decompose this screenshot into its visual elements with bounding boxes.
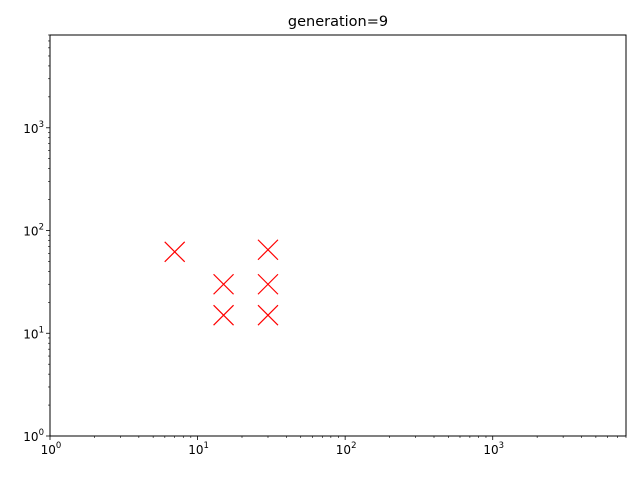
y-tick-label: 100	[23, 428, 44, 444]
x-tick-label: 103	[483, 441, 504, 457]
x-tick-label-exponent: 0	[56, 441, 61, 451]
y-tick-label-exponent: 3	[39, 120, 44, 130]
x-tick-label-exponent: 3	[499, 441, 504, 451]
y-tick-label-exponent: 2	[39, 223, 44, 233]
x-tick-label-base: 10	[41, 443, 56, 457]
data-point	[213, 304, 234, 326]
x-tick-label-exponent: 2	[351, 441, 356, 451]
x-tick-label-base: 10	[188, 443, 203, 457]
y-tick-label-exponent: 0	[39, 428, 44, 438]
data-point	[164, 241, 186, 263]
y-tick-label: 101	[23, 325, 44, 341]
y-tick-label-base: 10	[23, 430, 38, 444]
data-point	[257, 304, 279, 326]
data-point	[257, 273, 279, 295]
y-tick-label: 103	[23, 120, 44, 136]
y-tick-label-base: 10	[23, 122, 38, 136]
data-points	[164, 239, 279, 326]
data-point	[257, 239, 279, 261]
x-tick-label-base: 10	[336, 443, 351, 457]
y-tick-label: 102	[23, 223, 44, 239]
axes-frame	[49, 34, 627, 437]
major-ticks	[46, 127, 494, 440]
x-tick-label-exponent: 1	[204, 441, 209, 451]
data-point	[213, 273, 234, 295]
x-tick-label: 101	[188, 441, 209, 457]
y-tick-label-base: 10	[23, 225, 38, 239]
x-tick-label-base: 10	[483, 443, 498, 457]
x-tick-label: 102	[336, 441, 357, 457]
y-tick-label-base: 10	[23, 327, 38, 341]
chart-title: generation=9	[288, 14, 388, 30]
y-tick-label-exponent: 1	[39, 325, 44, 335]
x-tick-label: 100	[41, 441, 62, 457]
